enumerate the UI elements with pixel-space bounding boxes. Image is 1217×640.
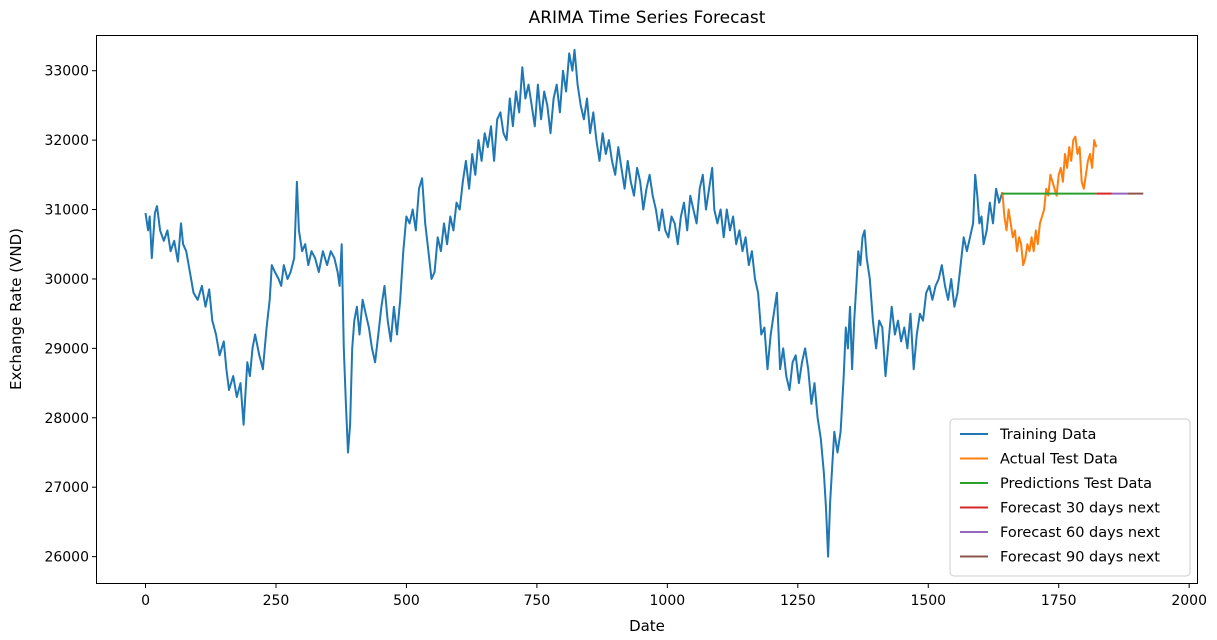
y-tick-label: 29000 (44, 341, 89, 357)
x-tick-label: 250 (263, 593, 290, 609)
legend-entry: Forecast 90 days next (1000, 550, 1160, 566)
plot-frame (96, 35, 1198, 584)
plot-area (144, 48, 1144, 558)
y-axis: 26000 27000 28000 29000 30000 31000 32000 33000 (44, 64, 97, 566)
legend-entry: Actual Test Data (1000, 452, 1118, 468)
y-tick-label: 28000 (44, 411, 89, 427)
x-tick-label: 0 (141, 593, 150, 609)
legend-entry: Predictions Test Data (1000, 476, 1152, 492)
x-tick-label: 1000 (650, 593, 686, 609)
legend-box (949, 418, 1191, 577)
x-tick-label: 1250 (780, 593, 816, 609)
x-tick-label: 750 (524, 593, 551, 609)
series-line-1 (144, 48, 1004, 558)
series-line-2 (1001, 135, 1098, 267)
x-tick-label: 2000 (1171, 593, 1207, 609)
legend: Training Data Actual Test Data Predictions… (949, 418, 1191, 577)
y-tick-label: 27000 (44, 480, 89, 496)
y-tick-label: 30000 (44, 272, 89, 288)
y-axis-label: Exchange Rate (VND) (7, 228, 25, 390)
legend-entry: Forecast 30 days next (1000, 501, 1160, 517)
y-tick-label: 26000 (44, 550, 89, 566)
legend-entry: Training Data (999, 427, 1096, 443)
y-tick-label: 31000 (44, 203, 89, 219)
y-tick-label: 32000 (44, 133, 89, 149)
chart-title: ARIMA Time Series Forecast (529, 8, 766, 28)
x-tick-label: 1750 (1041, 593, 1077, 609)
legend-entry: Forecast 60 days next (1000, 525, 1160, 541)
x-axis-label: Date (629, 617, 665, 635)
x-axis: 0 250 500 750 1000 1250 1500 1750 2000 (141, 583, 1207, 609)
x-tick-label: 1500 (910, 593, 946, 609)
x-tick-label: 500 (393, 593, 420, 609)
y-tick-label: 33000 (44, 64, 89, 80)
